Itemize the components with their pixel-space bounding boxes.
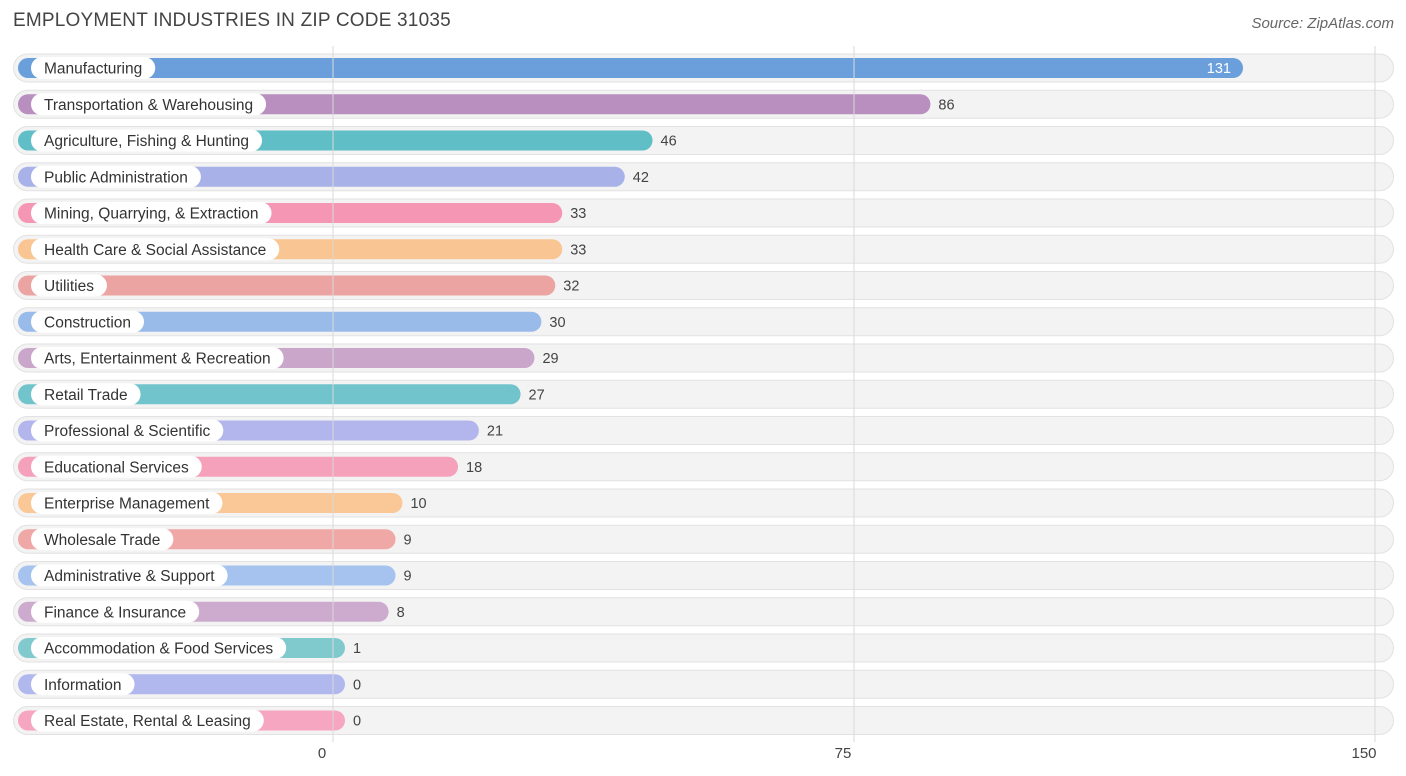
category-label: Finance & Insurance [44, 604, 186, 621]
bar-row: Arts, Entertainment & Recreation 29 [13, 343, 1394, 373]
category-label: Accommodation & Food Services [44, 641, 273, 658]
value-label: 33 [570, 206, 586, 222]
bar-row: Professional & Scientific 21 [13, 416, 1394, 445]
category-label-pill [31, 129, 263, 152]
category-label-pill [31, 202, 272, 224]
value-label: 32 [563, 279, 579, 295]
bar [18, 384, 521, 405]
category-label-pill [31, 347, 284, 369]
category-label: Construction [44, 314, 131, 331]
category-label: Enterprise Management [44, 496, 210, 513]
category-label-pill [31, 709, 264, 732]
category-label-pill [31, 274, 107, 297]
category-label: Health Care & Social Assistance [44, 242, 266, 259]
bar-row: Public Administration 42 [13, 162, 1394, 192]
bar-row: Health Care & Social Assistance 33 [13, 234, 1394, 264]
bar-row: Mining, Quarrying, & Extraction 33 [13, 198, 1394, 228]
category-label: Administrative & Support [44, 568, 215, 585]
category-label-pill [31, 492, 223, 514]
bar-row: Educational Services 18 [13, 452, 1394, 482]
bar-row: Administrative & Support 9 [13, 561, 1394, 590]
category-label: Manufacturing [44, 61, 142, 78]
bar-row: Information 0 [13, 669, 1394, 699]
chart-title: EMPLOYMENT INDUSTRIES IN ZIP CODE 31035 [13, 10, 451, 31]
category-label-pill [31, 564, 228, 587]
bar-row: Finance & Insurance 8 [13, 597, 1394, 627]
category-label-pill [31, 673, 135, 696]
value-label: 0 [353, 714, 361, 730]
category-label-pill [31, 57, 156, 79]
value-label: 1 [353, 641, 361, 657]
bar-row: Enterprise Management 10 [13, 488, 1394, 518]
bar-row: Agriculture, Fishing & Hunting 46 [13, 126, 1394, 155]
bar-row: Real Estate, Rental & Leasing 0 [13, 706, 1394, 735]
bar-row: Construction 30 [13, 307, 1394, 337]
value-label: 9 [404, 569, 412, 585]
bar-row: Transportation & Warehousing 86 [13, 89, 1394, 119]
category-label-pill [31, 419, 224, 442]
category-label: Information [44, 677, 122, 694]
category-label: Professional & Scientific [44, 423, 211, 440]
category-label-pill [31, 165, 201, 188]
category-label: Educational Services [44, 459, 189, 476]
value-label: 30 [549, 315, 565, 331]
category-label-pill [31, 93, 267, 116]
value-label: 86 [938, 97, 954, 113]
row-background [13, 706, 1394, 735]
value-label: 46 [661, 134, 677, 150]
x-axis: 0 75 150 [318, 745, 1377, 762]
category-label: Mining, Quarrying, & Extraction [44, 206, 259, 223]
value-label: 9 [404, 532, 412, 548]
category-label: Public Administration [44, 169, 188, 186]
row-background [13, 633, 1394, 663]
source-credit: Source: ZipAtlas.com [1251, 15, 1394, 32]
category-label-pill [31, 383, 141, 406]
bar-rows: Manufacturing 131 Transportation & Warehou… [13, 53, 1394, 735]
category-label-pill [31, 310, 145, 333]
value-label: 29 [542, 351, 558, 367]
bar-row: Accommodation & Food Services 1 [13, 633, 1394, 663]
value-label: 33 [570, 242, 586, 258]
value-label: 21 [487, 424, 503, 440]
tick-label: 150 [1351, 745, 1376, 762]
category-label-pill [31, 238, 280, 261]
bar-row: Manufacturing 131 [13, 53, 1394, 83]
category-label-pill [31, 528, 174, 551]
tick-label: 0 [318, 745, 326, 762]
value-label: 10 [410, 496, 426, 512]
category-label-pill [31, 637, 287, 659]
bar [18, 311, 542, 332]
value-label: 131 [1207, 61, 1231, 77]
value-label: 8 [397, 605, 405, 621]
category-label: Real Estate, Rental & Leasing [44, 713, 251, 730]
category-label-pill [31, 600, 200, 623]
value-label: 42 [633, 170, 649, 186]
value-label: 18 [466, 460, 482, 476]
bar-row: Utilities 32 [13, 271, 1394, 300]
bar-row: Retail Trade 27 [13, 379, 1394, 409]
bar [18, 275, 556, 296]
category-label: Wholesale Trade [44, 532, 160, 549]
gridlines [332, 46, 1376, 742]
category-label: Transportation & Warehousing [44, 97, 253, 114]
category-label: Utilities [44, 278, 94, 295]
row-background [13, 669, 1394, 699]
tick-label: 75 [835, 745, 852, 762]
category-label-pill [31, 455, 202, 478]
category-label: Agriculture, Fishing & Hunting [44, 133, 249, 150]
bar-row: Wholesale Trade 9 [13, 524, 1394, 554]
category-label: Arts, Entertainment & Recreation [44, 351, 271, 368]
bar [18, 58, 1244, 78]
category-label: Retail Trade [44, 387, 128, 404]
value-label: 27 [529, 387, 545, 403]
value-label: 0 [353, 677, 361, 693]
